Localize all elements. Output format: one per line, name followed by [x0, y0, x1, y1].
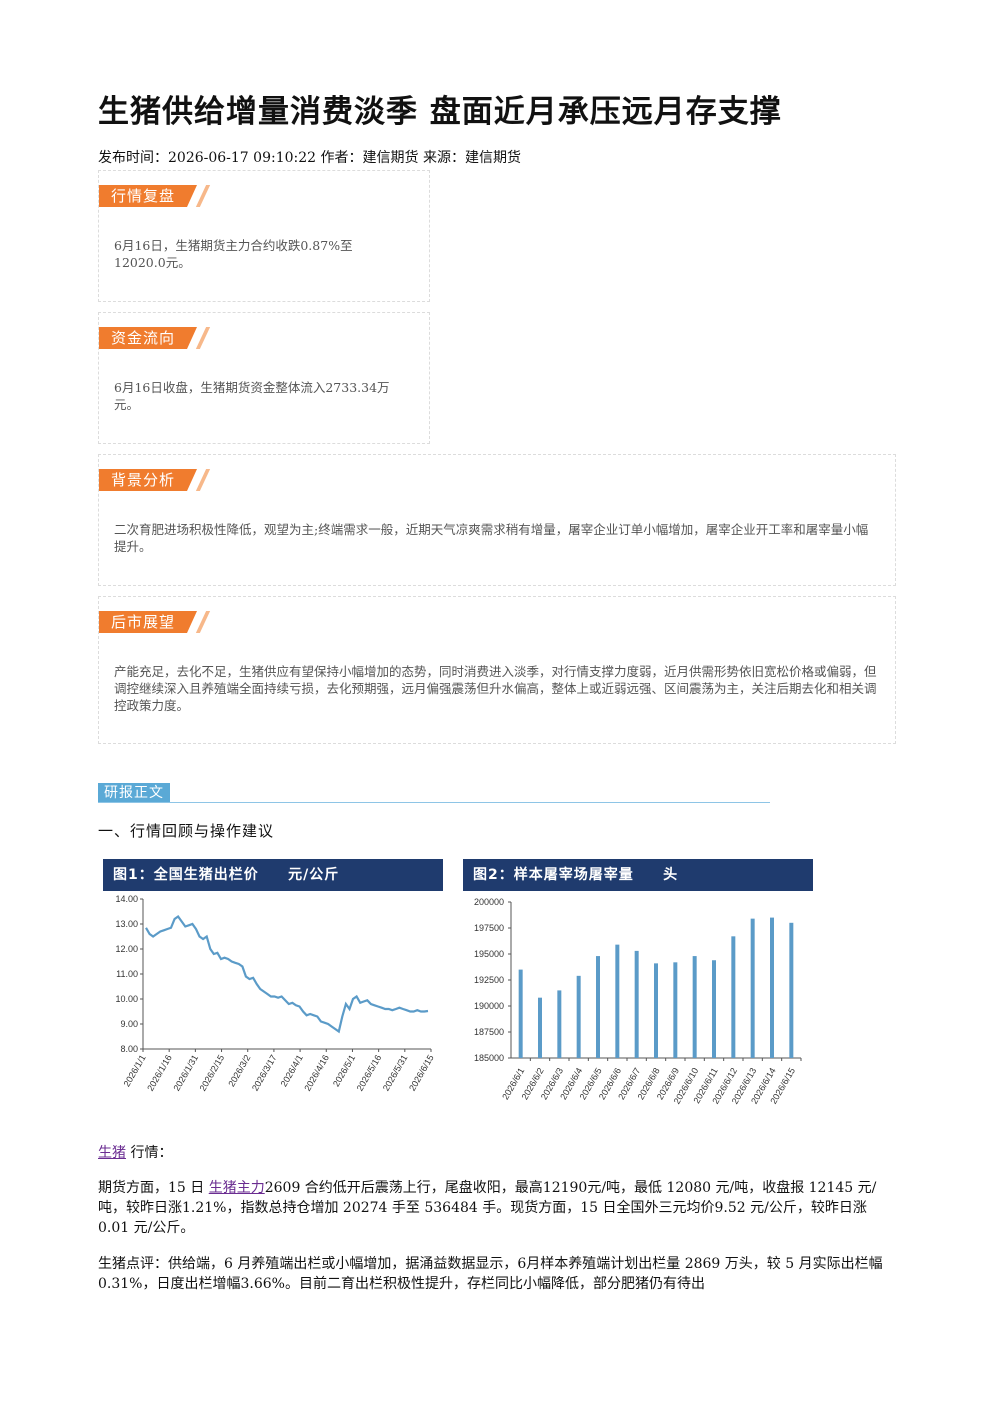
review-tag: 行情复盘	[99, 185, 198, 207]
hog-label: 行情：	[130, 1145, 173, 1161]
chart1-y-tick-label: 9.00	[120, 1019, 138, 1029]
chart2-bar	[750, 918, 755, 1058]
main-contract-link[interactable]: 生猪主力	[208, 1180, 265, 1196]
chart2-svg: 200000 197500 195000 192500 190000 187500 1850…	[474, 897, 802, 1106]
funds-box: 资金流向 6月16日收盘，生猪期货资金整体流入2733.34万元。	[98, 312, 430, 444]
chart2-bar	[518, 969, 523, 1058]
paragraph-2: 生猪点评：供给端，6 月养殖端出栏或小幅增加，据涌益数据显示，6月样本养殖端计划…	[98, 1256, 883, 1292]
chart2-bar	[634, 950, 639, 1058]
chart2-y-tick-label: 200000	[474, 897, 504, 907]
chart2-bar	[557, 990, 562, 1058]
chart1-x-tick-label: 2026/5/31	[381, 1053, 410, 1093]
chart1-x-tick-label: 2026/2/15	[198, 1053, 227, 1093]
chart1-x-tick-label: 2026/6/15	[407, 1053, 436, 1093]
report-tag: 研报正文	[98, 783, 170, 803]
chart2-bar	[712, 960, 716, 1058]
funds-text: 6月16日收盘，生猪期货资金整体流入2733.34万元。	[114, 380, 390, 412]
chart1-svg: 14.0013.0012.0011.0010.009.008.002026/1/…	[115, 894, 436, 1093]
outlook-box: 后市展望 产能充足，去化不足，生猪供应有望保持小幅增加的态势，同时消费进入淡季，…	[98, 596, 896, 744]
chart1-y-tick-label: 11.00	[116, 969, 138, 979]
chart1-x-tick-label: 2026/4/1	[279, 1053, 305, 1088]
chart1-x-tick-label: 2026/1/31	[171, 1053, 200, 1093]
chart2-bar	[692, 956, 697, 1058]
chart1-x-tick-label: 2026/1/1	[122, 1053, 148, 1088]
background-text: 二次育肥进场积极性降低，观望为主;终端需求一般，近期天气凉爽需求稍有增量，屠宰企…	[114, 522, 869, 554]
chart1-x-tick-label: 2026/3/17	[250, 1053, 279, 1093]
chart1-x-tick-label: 2026/3/2	[226, 1053, 252, 1088]
funds-tag: 资金流向	[99, 327, 198, 349]
chart2-bar	[673, 962, 678, 1058]
background-tag: 背景分析	[99, 469, 198, 491]
chart1-y-tick-label: 10.00	[115, 994, 138, 1004]
section-heading: 一、行情回顾与操作建议	[98, 822, 275, 840]
chart1-x-tick-label: 2026/5/16	[355, 1053, 384, 1093]
p1-lead: 期货方面，15 日	[98, 1180, 209, 1196]
chart1-x-tick-label: 2026/5/1	[331, 1053, 357, 1088]
chart2-bar	[789, 922, 794, 1058]
review-box: 行情复盘 6月16日，生猪期货主力合约收跌0.87%至12020.0元。	[98, 170, 430, 302]
chart1-x-tick-label: 2026/4/16	[302, 1053, 331, 1093]
chart2-title: 图2：样本屠宰场屠宰量 头	[463, 859, 813, 891]
chart2-y-tick-label: 187500	[474, 1027, 504, 1037]
article-meta: 发布时间：2026-06-17 09:10:22 作者：建信期货 来源：建信期货	[98, 150, 521, 166]
hog-heading: 生猪 行情：	[98, 1143, 894, 1163]
chart2-y-tick-label: 197500	[474, 923, 504, 933]
paragraph-1: 期货方面，15 日 生猪主力2609 合约低开后震荡上行，尾盘收阳，最高1219…	[98, 1178, 894, 1238]
review-text: 6月16日，生猪期货主力合约收跌0.87%至12020.0元。	[114, 238, 353, 270]
chart1-y-tick-label: 8.00	[120, 1044, 138, 1054]
chart2-y-tick-label: 190000	[474, 1001, 504, 1011]
chart2-bar	[538, 997, 542, 1058]
chart2-bar	[576, 975, 581, 1058]
report-divider	[98, 802, 770, 803]
chart2-y-tick-label: 192500	[474, 975, 504, 985]
p1-body: 2609 合约低开后震荡上行，尾盘收阳，最高12190元/吨，最低 12080 …	[98, 1180, 877, 1236]
chart1-y-tick-label: 13.00	[115, 919, 138, 929]
outlook-tag: 后市展望	[99, 611, 198, 633]
chart2-bar	[731, 936, 736, 1058]
chart1-y-tick-label: 14.00	[115, 894, 138, 904]
chart1-x-tick-label: 2026/1/16	[145, 1053, 174, 1093]
chart1-title: 图1：全国生猪出栏价 元/公斤	[103, 859, 443, 891]
chart2-bar	[654, 963, 658, 1058]
outlook-text: 产能充足，去化不足，生猪供应有望保持小幅增加的态势，同时消费进入淡季，对行情支撑…	[114, 664, 877, 713]
hog-link[interactable]: 生猪	[98, 1145, 126, 1161]
chart1-y-tick-label: 12.00	[115, 944, 138, 954]
chart1-price-line	[145, 914, 429, 1034]
article-title: 生猪供给增量消费淡季 盘面近月承压远月存支撑	[98, 94, 782, 130]
background-box: 背景分析 二次育肥进场积极性降低，观望为主;终端需求一般，近期天气凉爽需求稍有增…	[98, 454, 896, 586]
chart2-y-tick-label: 195000	[474, 949, 504, 959]
chart2-y-tick-label: 185000	[474, 1053, 504, 1063]
chart2-bar	[596, 956, 600, 1058]
chart2-bar	[770, 917, 774, 1058]
chart2-bar	[615, 944, 620, 1058]
